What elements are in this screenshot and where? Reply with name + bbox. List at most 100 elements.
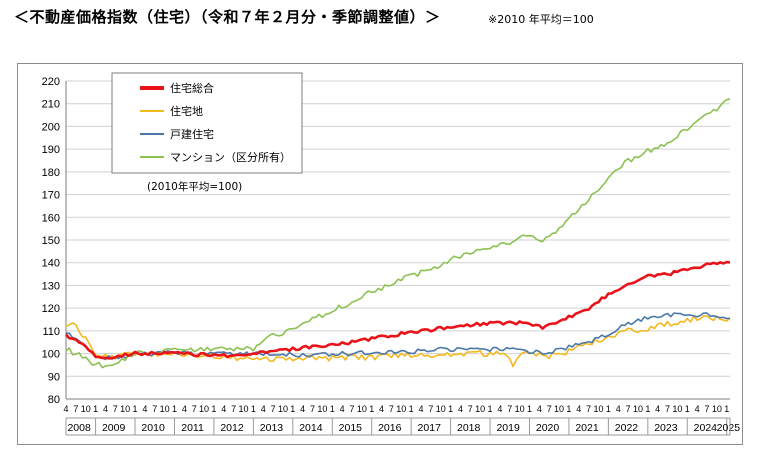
x-month-tick: 7 bbox=[310, 404, 315, 414]
x-month-tick: 10 bbox=[594, 404, 604, 414]
x-year-label: 2021 bbox=[575, 422, 599, 434]
x-month-tick: 10 bbox=[278, 404, 288, 414]
x-month-tick: 10 bbox=[238, 404, 248, 414]
x-year-label: 2020 bbox=[536, 422, 560, 434]
y-tick-label: 190 bbox=[42, 144, 60, 156]
x-month-tick: 1 bbox=[566, 404, 571, 414]
x-month-tick: 4 bbox=[340, 404, 345, 414]
x-year-label: 2025 bbox=[717, 422, 741, 434]
x-month-tick: 10 bbox=[672, 404, 682, 414]
y-tick-label: 210 bbox=[42, 99, 60, 111]
x-year-label: 2009 bbox=[102, 422, 126, 434]
x-year-label: 2014 bbox=[299, 422, 323, 434]
x-year-label: 2019 bbox=[496, 422, 520, 434]
x-month-tick: 4 bbox=[576, 404, 581, 414]
x-month-tick: 1 bbox=[606, 404, 611, 414]
x-month-tick: 7 bbox=[192, 404, 197, 414]
x-month-tick: 4 bbox=[261, 404, 266, 414]
x-month-tick: 4 bbox=[142, 404, 147, 414]
x-month-tick: 1 bbox=[448, 404, 453, 414]
x-year-label: 2015 bbox=[339, 422, 363, 434]
x-month-tick: 10 bbox=[317, 404, 327, 414]
legend-label-2: 戸建住宅 bbox=[170, 127, 214, 141]
x-month-tick: 4 bbox=[300, 404, 305, 414]
x-month-tick: 7 bbox=[586, 404, 591, 414]
x-year-label: 2022 bbox=[615, 422, 639, 434]
x-month-tick: 7 bbox=[626, 404, 631, 414]
x-month-tick: 10 bbox=[515, 404, 525, 414]
x-month-tick: 10 bbox=[712, 404, 722, 414]
x-month-tick: 4 bbox=[221, 404, 226, 414]
x-year-label: 2023 bbox=[654, 422, 678, 434]
x-month-tick: 10 bbox=[160, 404, 170, 414]
x-month-tick: 7 bbox=[507, 404, 512, 414]
x-month-tick: 7 bbox=[73, 404, 78, 414]
y-tick-label: 120 bbox=[42, 303, 60, 315]
y-axis: 80 90 100 110 120 130 140 150 160 170 180 190 200 210… bbox=[42, 76, 67, 406]
x-month-tick: 1 bbox=[369, 404, 374, 414]
x-month-tick: 1 bbox=[685, 404, 690, 414]
x-month-tick: 7 bbox=[231, 404, 236, 414]
page-title: ＜不動産価格指数（住宅）（令和７年２月分・季節調整値）＞ bbox=[14, 8, 441, 26]
x-month-tick: 4 bbox=[616, 404, 621, 414]
y-tick-label: 140 bbox=[42, 258, 60, 270]
x-month-tick: 1 bbox=[645, 404, 650, 414]
x-month-tick: 1 bbox=[724, 404, 729, 414]
x-month-tick: 10 bbox=[554, 404, 564, 414]
y-tick-label: 200 bbox=[42, 121, 60, 133]
x-month-tick: 1 bbox=[527, 404, 532, 414]
x-month-tick: 1 bbox=[409, 404, 414, 414]
x-month-tick: 4 bbox=[537, 404, 542, 414]
legend-label-0: 住宅総合 bbox=[170, 81, 214, 95]
y-tick-label: 170 bbox=[42, 190, 60, 202]
x-month-tick: 10 bbox=[199, 404, 209, 414]
x-month-tick: 1 bbox=[93, 404, 98, 414]
chart-frame bbox=[17, 63, 743, 445]
x-month-tick: 10 bbox=[475, 404, 485, 414]
x-year-label: 2016 bbox=[378, 422, 402, 434]
x-year-label: 2010 bbox=[141, 422, 165, 434]
x-month-tick: 4 bbox=[103, 404, 108, 414]
x-month-tick: 7 bbox=[113, 404, 118, 414]
x-month-tick: 4 bbox=[182, 404, 187, 414]
x-month-tick: 7 bbox=[428, 404, 433, 414]
x-year-label: 2013 bbox=[260, 422, 284, 434]
x-month-tick: 4 bbox=[379, 404, 384, 414]
legend-label-1: 住宅地 bbox=[170, 104, 203, 118]
x-month-tick: 10 bbox=[436, 404, 446, 414]
x-month-tick: 1 bbox=[133, 404, 138, 414]
x-year-label: 2024 bbox=[694, 422, 718, 434]
base-year-note: ※2010 年平均＝100 bbox=[488, 13, 594, 26]
y-tick-label: 150 bbox=[42, 235, 60, 247]
series-line-3 bbox=[65, 98, 731, 369]
y-tick-label: 80 bbox=[48, 394, 60, 406]
x-month-tick: 4 bbox=[458, 404, 463, 414]
y-tick-label: 130 bbox=[42, 280, 60, 292]
x-month-tick: 1 bbox=[330, 404, 335, 414]
x-month-tick: 4 bbox=[655, 404, 660, 414]
x-month-tick: 7 bbox=[349, 404, 354, 414]
x-month-tick: 1 bbox=[488, 404, 493, 414]
x-month-tick: 1 bbox=[251, 404, 256, 414]
y-tick-label: 180 bbox=[42, 167, 60, 179]
x-month-tick: 1 bbox=[172, 404, 177, 414]
x-year-label: 2008 bbox=[67, 422, 91, 434]
x-year-label: 2017 bbox=[418, 422, 442, 434]
x-month-tick: 1 bbox=[290, 404, 295, 414]
x-month-tick: 10 bbox=[81, 404, 91, 414]
y-tick-label: 100 bbox=[42, 349, 60, 361]
x-year-label: 2018 bbox=[457, 422, 481, 434]
x-month-tick: 7 bbox=[468, 404, 473, 414]
x-year-label: 2011 bbox=[181, 422, 204, 434]
x-month-tick: 10 bbox=[120, 404, 130, 414]
x-month-tick: 7 bbox=[704, 404, 709, 414]
x-month-tick: 1 bbox=[211, 404, 216, 414]
x-month-tick: 7 bbox=[665, 404, 670, 414]
x-month-tick: 7 bbox=[547, 404, 552, 414]
series-lines bbox=[65, 98, 731, 369]
x-month-tick: 7 bbox=[152, 404, 157, 414]
legend-label-3: マンション（区分所有） bbox=[170, 150, 291, 164]
x-year-label: 2012 bbox=[220, 422, 244, 434]
y-tick-label: 220 bbox=[42, 76, 60, 88]
